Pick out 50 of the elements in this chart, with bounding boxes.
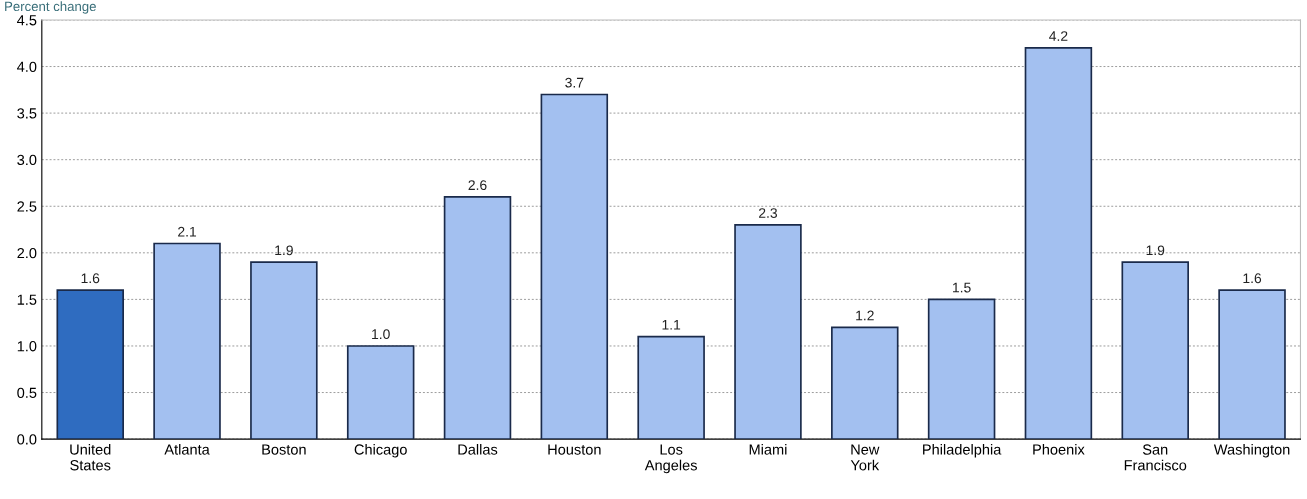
x-tick-label: Chicago: [354, 443, 407, 458]
data-label: 1.1: [662, 320, 681, 330]
data-label: 2.6: [468, 180, 487, 191]
x-tick-label: San Francisco: [1124, 444, 1187, 471]
data-label: 1.6: [1243, 273, 1262, 284]
bar: [153, 242, 221, 440]
x-tick-label: Washington: [1213, 443, 1290, 458]
y-tick-label: 4.5: [17, 15, 37, 26]
bar: [1121, 261, 1189, 440]
y-axis-title: Percent change: [5, 1, 96, 14]
y-tick-label: 3.0: [17, 154, 37, 166]
bar: [443, 196, 512, 440]
x-tick-label: United States: [70, 443, 111, 471]
x-tick-label: Philadelphia: [923, 443, 1002, 458]
data-label: 1.6: [81, 273, 100, 284]
bar: [56, 289, 124, 440]
x-tick-label: Houston: [548, 444, 601, 455]
bar: [346, 345, 415, 440]
x-tick-label: Los Angeles: [644, 444, 697, 474]
bar: [734, 224, 802, 440]
data-label: 2.1: [178, 226, 197, 237]
bar: [250, 261, 318, 440]
data-label: 1.5: [953, 282, 971, 293]
data-label: 1.9: [275, 245, 293, 256]
bar: [637, 335, 705, 440]
data-label: 1.9: [1146, 245, 1165, 256]
y-tick-label: 1.0: [17, 341, 37, 352]
bar: [927, 298, 996, 440]
y-tick-label: 4.0: [17, 61, 37, 72]
x-tick-label: Dallas: [458, 443, 498, 455]
y-tick-label: 0.5: [17, 387, 37, 398]
x-tick-label: New York: [850, 444, 880, 471]
x-tick-label: Atlanta: [164, 443, 210, 455]
x-tick-label: Phoenix: [1033, 443, 1085, 455]
x-tick-label: Boston: [262, 444, 306, 455]
y-tick-label: 1.5: [17, 294, 37, 305]
bar: [831, 326, 899, 440]
bar: [1024, 47, 1093, 440]
data-label: 2.3: [759, 208, 778, 218]
data-label: 3.7: [565, 77, 584, 88]
y-tick-label: 2.0: [17, 247, 37, 259]
bar: [540, 93, 609, 440]
y-tick-label: 2.5: [17, 201, 37, 212]
data-label: 1.2: [856, 310, 874, 321]
y-tick-label: 0.0: [17, 434, 37, 445]
data-label: 1.0: [372, 329, 390, 340]
bar: [1218, 289, 1286, 440]
data-label: 4.2: [1049, 31, 1068, 41]
y-tick-label: 3.5: [17, 108, 37, 119]
x-tick-label: Miami: [749, 443, 787, 455]
